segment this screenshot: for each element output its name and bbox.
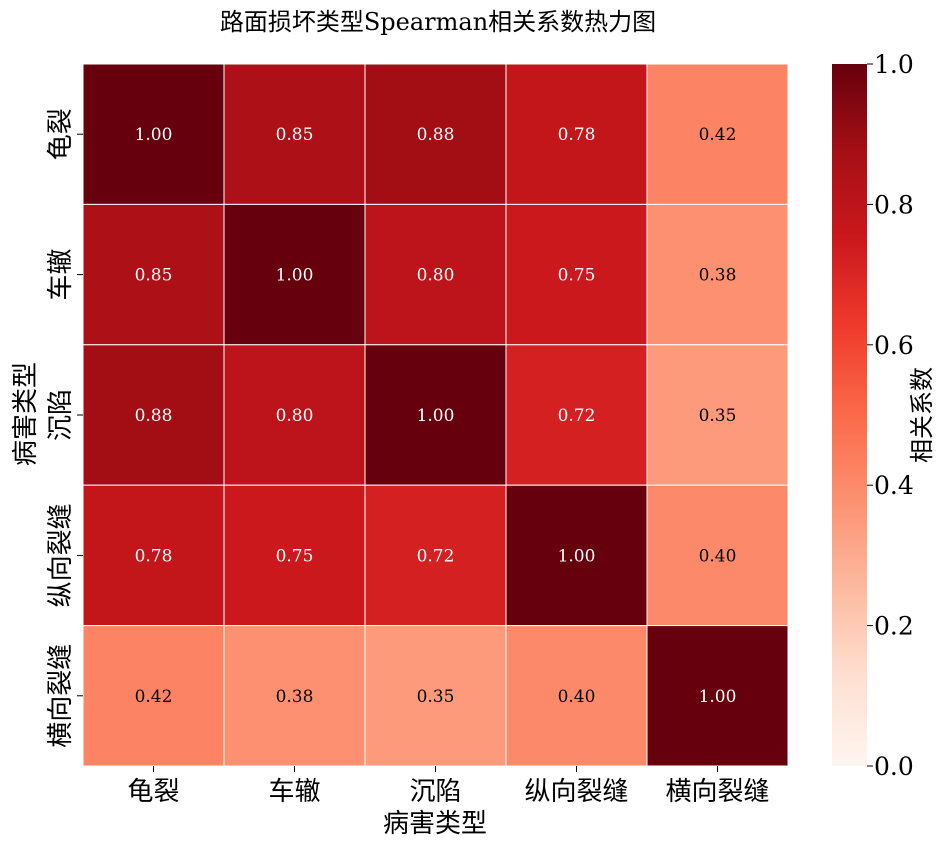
heatmap-cell-2-4 bbox=[646, 344, 789, 486]
colorbar-ticks: 0.0 0.2 0.4 0.6 0.8 1.0 bbox=[867, 50, 914, 781]
heatmap-value-label-4-2: 0.35 bbox=[417, 687, 455, 707]
heatmap-value-labels: 1.00 0.85 0.88 0.78 0.42 0.85 1.00 0.80 0.75 0.38… bbox=[135, 125, 737, 707]
heatmap-value-label-1-1: 1.00 bbox=[276, 266, 314, 286]
heatmap-value-label-2-3: 0.72 bbox=[558, 406, 596, 426]
colorbar-tick-label-0: 0.0 bbox=[874, 752, 914, 781]
heatmap-cell-2-1 bbox=[223, 344, 366, 486]
heatmap-cell-2-3 bbox=[505, 344, 648, 486]
x-tick-label-3: 纵向裂缝 bbox=[524, 777, 628, 807]
heatmap-cell-3-1 bbox=[223, 484, 366, 627]
heatmap-cell-2-2 bbox=[364, 344, 507, 486]
heatmap-value-label-3-4: 0.40 bbox=[699, 546, 737, 566]
colorbar-tick-label-4: 0.8 bbox=[874, 190, 914, 219]
heatmap-cell-0-1 bbox=[223, 63, 366, 205]
heatmap-value-label-0-1: 0.85 bbox=[276, 125, 314, 145]
x-axis-label: 病害类型 bbox=[383, 809, 487, 839]
heatmap-value-label-1-4: 0.38 bbox=[699, 266, 737, 286]
x-tick-label-2: 沉陷 bbox=[409, 777, 461, 807]
heatmap-value-label-3-0: 0.78 bbox=[135, 546, 173, 566]
x-tick-label-4: 横向裂缝 bbox=[665, 777, 769, 807]
x-tick-label-1: 车辙 bbox=[268, 777, 320, 807]
heatmap-value-label-0-0: 1.00 bbox=[135, 125, 173, 145]
heatmap-value-label-1-2: 0.80 bbox=[417, 266, 455, 286]
colorbar bbox=[832, 64, 867, 766]
heatmap-cell-4-2 bbox=[364, 625, 507, 767]
heatmap-cell-0-2 bbox=[364, 63, 507, 205]
heatmap-cell-3-2 bbox=[364, 484, 507, 627]
heatmap-cell-4-1 bbox=[223, 625, 366, 767]
y-axis-label: 病害类型 bbox=[11, 362, 41, 466]
heatmap-value-label-4-3: 0.40 bbox=[558, 687, 596, 707]
heatmap-cell-3-3 bbox=[505, 484, 648, 627]
heatmap-value-label-1-3: 0.75 bbox=[558, 266, 596, 286]
heatmap-value-label-0-3: 0.78 bbox=[558, 125, 596, 145]
heatmap-value-label-2-1: 0.80 bbox=[276, 406, 314, 426]
y-tick-label-1: 车辙 bbox=[46, 249, 76, 301]
x-tick-label-0: 龟裂 bbox=[127, 777, 179, 807]
heatmap-cell-1-4 bbox=[646, 203, 789, 346]
heatmap-cell-0-0 bbox=[82, 63, 225, 205]
heatmap-value-label-4-4: 1.00 bbox=[699, 687, 737, 707]
heatmap-value-label-4-1: 0.38 bbox=[276, 687, 314, 707]
heatmap-cell-4-0 bbox=[82, 625, 225, 767]
colorbar-tick-label-1: 0.2 bbox=[874, 612, 914, 641]
chart-title: 路面损坏类型Spearman相关系数热力图 bbox=[220, 8, 656, 36]
heatmap-value-label-3-1: 0.75 bbox=[276, 546, 314, 566]
heatmap-cells bbox=[82, 63, 789, 767]
heatmap-cell-4-4 bbox=[646, 625, 789, 767]
y-tick-label-4: 横向裂缝 bbox=[46, 644, 76, 748]
colorbar-tick-label-2: 0.4 bbox=[874, 471, 914, 500]
colorbar-tick-label-5: 1.0 bbox=[874, 50, 914, 79]
heatmap-value-label-3-2: 0.72 bbox=[417, 546, 455, 566]
heatmap-value-label-2-0: 0.88 bbox=[135, 406, 173, 426]
y-tick-label-0: 龟裂 bbox=[46, 108, 76, 160]
heatmap-value-label-2-4: 0.35 bbox=[699, 406, 737, 426]
heatmap-value-label-4-0: 0.42 bbox=[135, 687, 173, 707]
colorbar-label: 相关系数 bbox=[908, 367, 936, 463]
heatmap-value-label-1-0: 0.85 bbox=[135, 266, 173, 286]
colorbar-tick-label-3: 0.6 bbox=[874, 331, 914, 360]
heatmap-cell-0-4 bbox=[646, 63, 789, 205]
y-tick-label-3: 纵向裂缝 bbox=[46, 503, 76, 607]
heatmap-cell-0-3 bbox=[505, 63, 648, 205]
x-axis-ticks: 龟裂 车辙 沉陷 纵向裂缝 横向裂缝 bbox=[127, 766, 770, 807]
heatmap-cell-1-2 bbox=[364, 203, 507, 346]
heatmap-value-label-0-2: 0.88 bbox=[417, 125, 455, 145]
heatmap-value-label-0-4: 0.42 bbox=[699, 125, 737, 145]
heatmap-cell-3-4 bbox=[646, 484, 789, 627]
heatmap-value-label-2-2: 1.00 bbox=[417, 406, 455, 426]
y-tick-label-2: 沉陷 bbox=[46, 389, 76, 441]
heatmap-cell-1-0 bbox=[82, 203, 225, 346]
heatmap-value-label-3-3: 1.00 bbox=[558, 546, 596, 566]
